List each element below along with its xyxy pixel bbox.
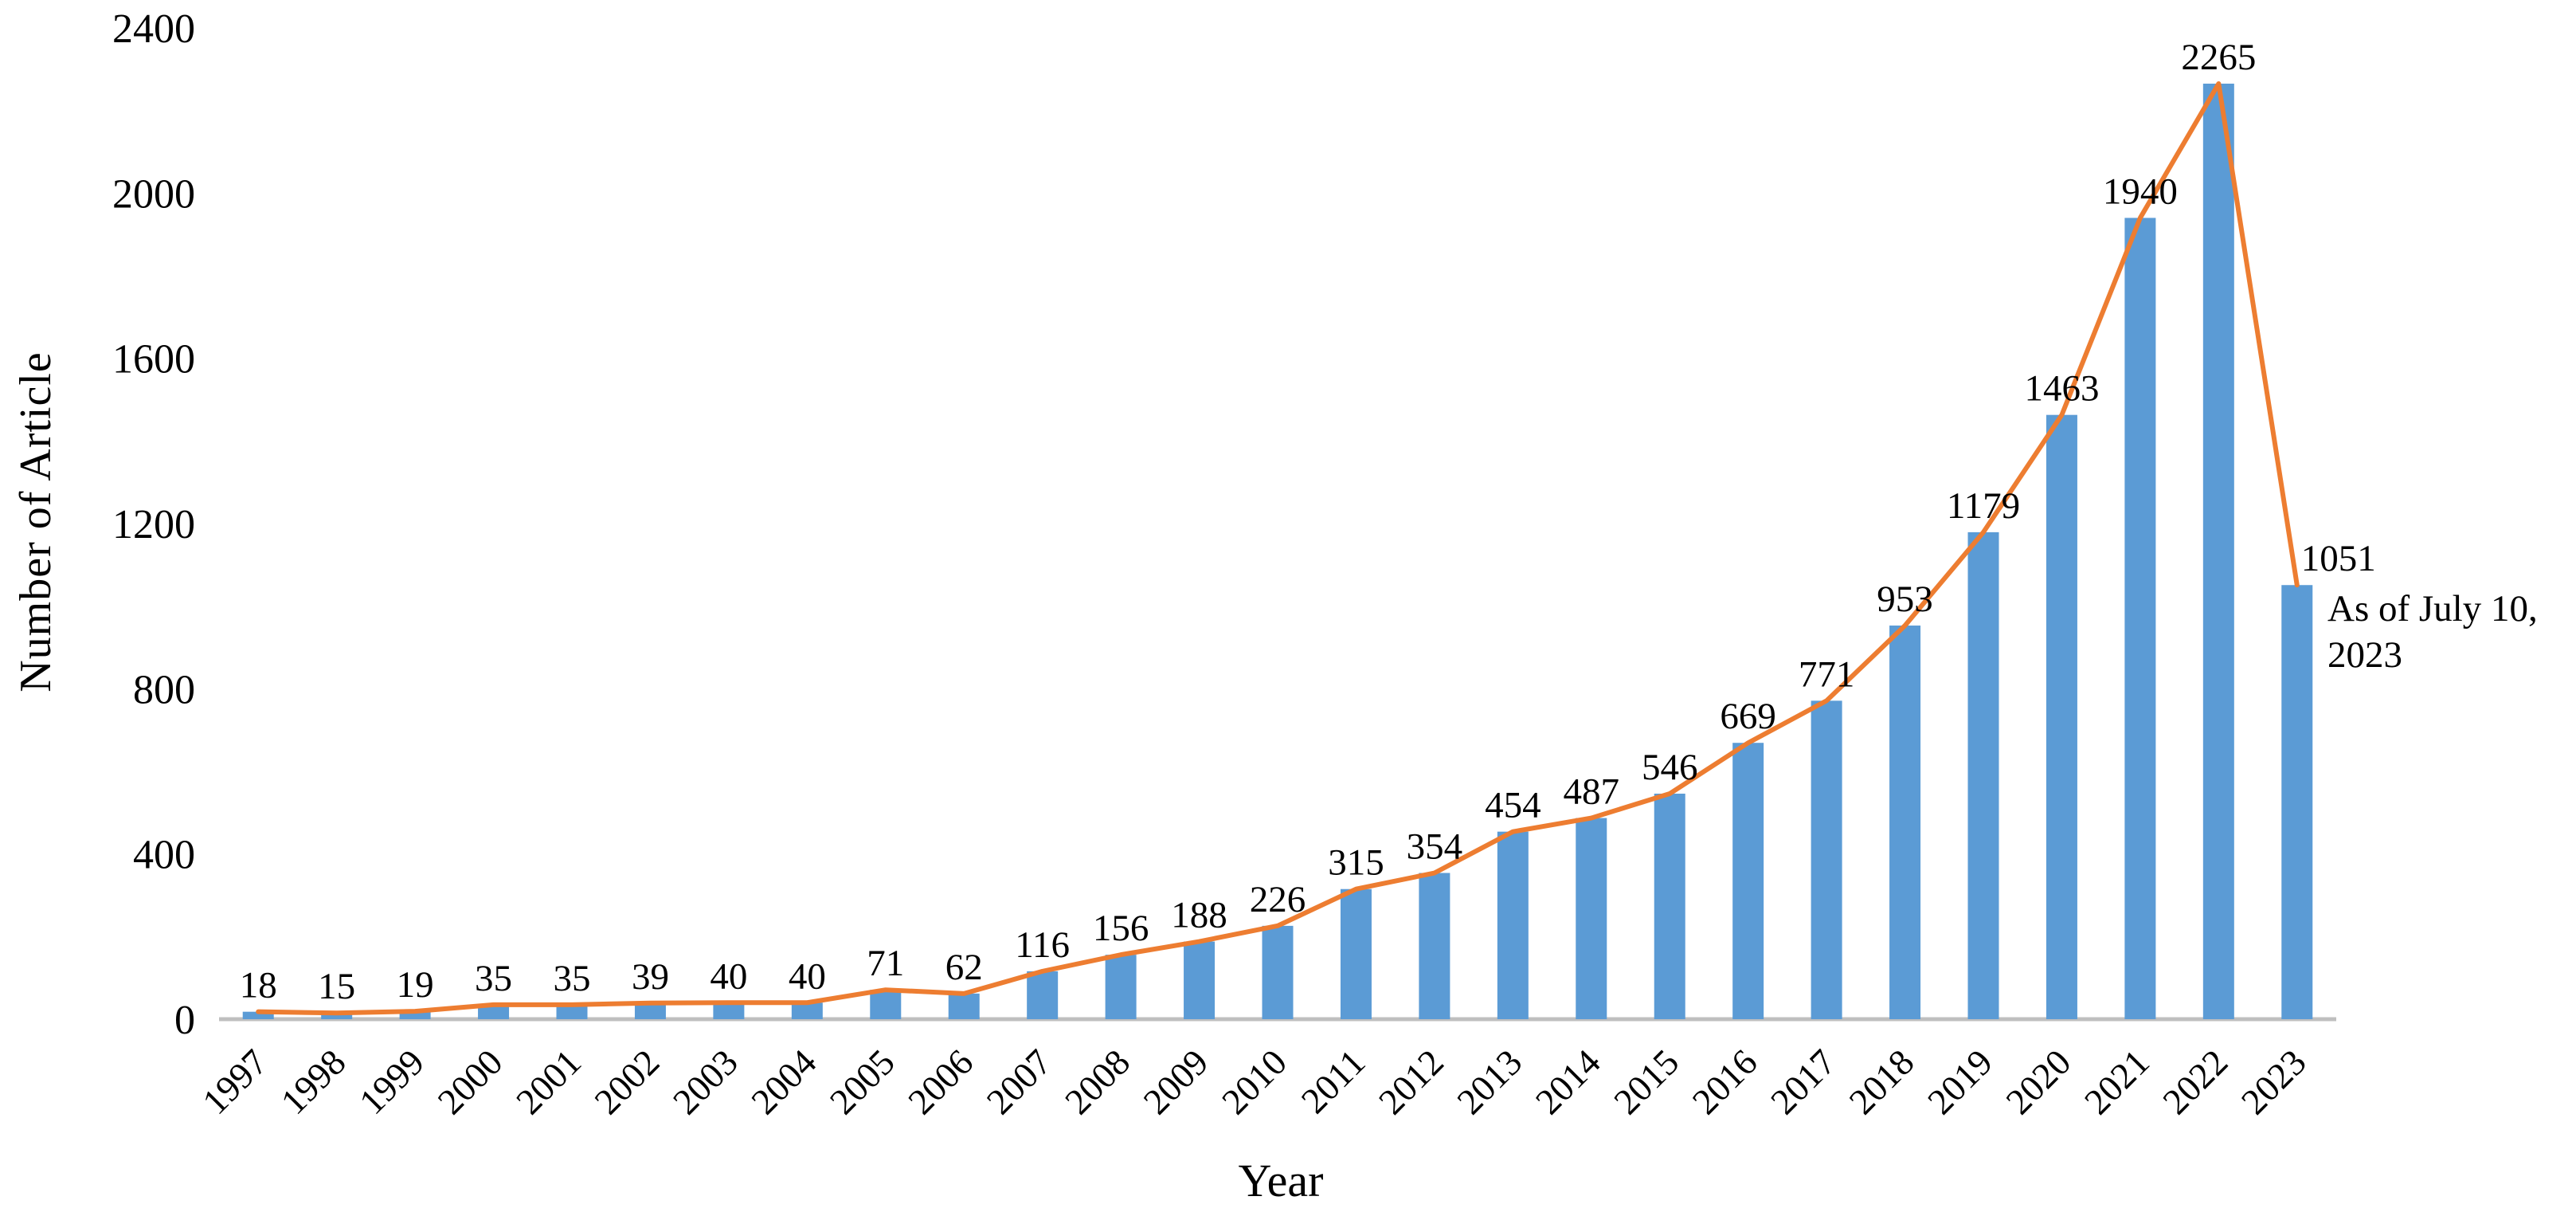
- bar-1997: [242, 1011, 274, 1019]
- data-label-2020: 1463: [2024, 368, 2099, 410]
- x-axis-tick-label-2006: 2006: [900, 1041, 981, 1122]
- x-axis-title: Year: [1238, 1155, 1324, 1206]
- x-axis-tick-label-2007: 2007: [979, 1041, 1059, 1122]
- data-label-2011: 315: [1328, 842, 1384, 884]
- x-axis-tick-label-2020: 2020: [1998, 1041, 2078, 1122]
- bar-2005: [870, 990, 902, 1019]
- x-axis-tick-label-2018: 2018: [1842, 1041, 1922, 1122]
- x-axis-tick-label-2022: 2022: [2155, 1041, 2235, 1122]
- bar-1998: [321, 1013, 353, 1019]
- x-axis-tick-label-2001: 2001: [508, 1041, 589, 1122]
- x-axis-tick-label-2000: 2000: [430, 1041, 511, 1122]
- y-axis-tick-label-2400: 2400: [112, 6, 195, 52]
- bar-2015: [1654, 793, 1685, 1019]
- bar-2017: [1811, 700, 1842, 1019]
- y-axis-tick-label-1600: 1600: [112, 337, 195, 382]
- x-axis-tick-label-2012: 2012: [1371, 1041, 1451, 1122]
- x-axis-tick-label-2011: 2011: [1294, 1041, 1373, 1121]
- x-axis-tick-label-1997: 1997: [194, 1041, 275, 1122]
- y-axis-tick-label-400: 400: [133, 833, 195, 878]
- x-axis-tick-label-2008: 2008: [1057, 1041, 1137, 1122]
- data-label-1999: 19: [397, 964, 434, 1006]
- data-label-1998: 15: [318, 966, 355, 1007]
- x-axis-tick-label-2023: 2023: [2233, 1041, 2314, 1122]
- data-label-2022: 2265: [2181, 37, 2256, 78]
- x-axis-tick-label-2015: 2015: [1606, 1041, 1686, 1122]
- bar-2022: [2202, 83, 2234, 1020]
- y-axis-title: Number of Article: [11, 351, 61, 692]
- bar-2013: [1497, 831, 1529, 1019]
- bar-2019: [1967, 532, 1999, 1019]
- bar-2020: [2046, 414, 2077, 1019]
- data-label-2006: 62: [945, 947, 983, 988]
- bar-2000: [478, 1004, 510, 1019]
- x-axis-tick-label-2004: 2004: [743, 1041, 824, 1122]
- data-label-2000: 35: [475, 958, 512, 999]
- x-axis-tick-label-2009: 2009: [1136, 1041, 1216, 1122]
- bar-2023: [2281, 585, 2313, 1019]
- data-label-2018: 953: [1877, 579, 1933, 620]
- x-axis-tick-label-2016: 2016: [1685, 1041, 1765, 1122]
- annotation-line-2: 2023: [2327, 634, 2402, 677]
- bar-2006: [948, 993, 980, 1019]
- x-axis-tick-label-2014: 2014: [1528, 1041, 1608, 1122]
- bar-2010: [1262, 925, 1294, 1019]
- bar-1999: [399, 1011, 431, 1019]
- data-label-2001: 35: [554, 958, 591, 999]
- data-label-2013: 454: [1485, 785, 1541, 826]
- x-axis-tick-label-2005: 2005: [822, 1041, 902, 1122]
- x-axis-tick-label-2017: 2017: [1763, 1041, 1843, 1122]
- data-label-2017: 771: [1799, 653, 1855, 695]
- data-label-2008: 156: [1093, 908, 1149, 949]
- data-label-2002: 39: [632, 956, 669, 998]
- data-label-2010: 226: [1250, 879, 1306, 920]
- bar-2001: [556, 1004, 588, 1019]
- data-label-2005: 71: [867, 943, 904, 984]
- data-label-2004: 40: [789, 955, 826, 997]
- bar-2007: [1027, 971, 1059, 1019]
- bar-2002: [634, 1002, 666, 1019]
- bar-2008: [1105, 955, 1137, 1019]
- y-axis-tick-label-0: 0: [174, 998, 195, 1043]
- y-axis-tick-label-1200: 1200: [112, 502, 195, 547]
- bar-2012: [1419, 873, 1450, 1019]
- data-label-1997: 18: [240, 965, 277, 1006]
- x-axis-tick-label-2021: 2021: [2077, 1041, 2157, 1122]
- data-label-2007: 116: [1015, 924, 1070, 966]
- x-axis-tick-label-2013: 2013: [1449, 1041, 1529, 1122]
- annotation-line-1: As of July 10,: [2327, 588, 2538, 630]
- trend-line: [256, 80, 2300, 1016]
- y-axis-tick-label-2000: 2000: [112, 171, 195, 217]
- bar-2011: [1340, 888, 1372, 1019]
- bar-2009: [1184, 941, 1216, 1019]
- bar-2004: [791, 1002, 823, 1019]
- bar-2016: [1732, 743, 1764, 1019]
- data-label-2023: 1051: [2301, 538, 2376, 579]
- data-label-2009: 188: [1171, 895, 1227, 936]
- data-label-2003: 40: [710, 955, 747, 997]
- data-label-2019: 1179: [1947, 485, 2020, 527]
- bar-2014: [1576, 818, 1607, 1019]
- data-label-2021: 1940: [2103, 171, 2178, 212]
- y-axis-tick-label-800: 800: [133, 667, 195, 712]
- annotation-as-of-date: As of July 10, 2023: [2327, 586, 2538, 679]
- x-axis-tick-label-1998: 1998: [273, 1041, 354, 1122]
- x-axis-tick-label-2003: 2003: [665, 1041, 746, 1122]
- data-label-2014: 487: [1564, 771, 1620, 813]
- x-axis-tick-label-1999: 1999: [351, 1041, 432, 1122]
- x-axis-tick-label-2002: 2002: [586, 1041, 667, 1122]
- x-axis-tick-label-2010: 2010: [1214, 1041, 1294, 1122]
- data-label-2015: 546: [1642, 747, 1698, 788]
- bar-2003: [713, 1002, 745, 1019]
- x-axis-tick-label-2019: 2019: [1920, 1041, 2000, 1122]
- data-label-2012: 354: [1407, 826, 1463, 868]
- bar-2018: [1889, 626, 1921, 1019]
- bar-2021: [2124, 218, 2156, 1019]
- data-label-2016: 669: [1720, 696, 1776, 737]
